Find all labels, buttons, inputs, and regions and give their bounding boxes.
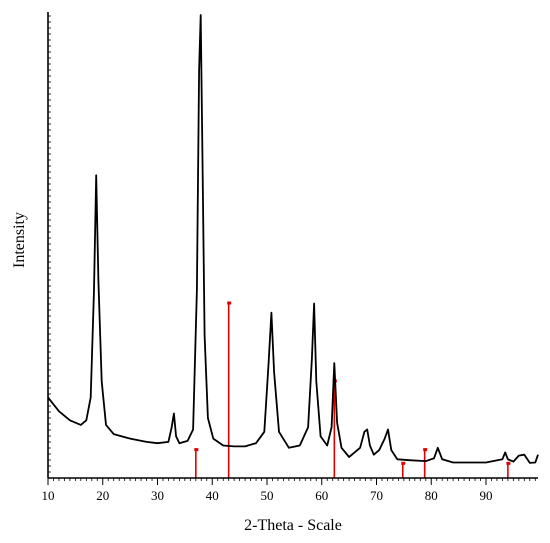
y-axis-title: Intensity xyxy=(11,212,28,268)
reference-peak-marker xyxy=(227,301,232,305)
x-tick-label: 80 xyxy=(425,488,438,503)
x-axis-title: 2-Theta - Scale xyxy=(244,517,342,534)
x-axis-ticks: 10 20 30 40 50 60 70 80 90 xyxy=(42,15,536,503)
reference-peak-marker xyxy=(401,461,406,465)
x-tick-label: 30 xyxy=(151,488,164,503)
reference-peaks xyxy=(194,301,511,478)
x-tick-label: 10 xyxy=(42,488,55,503)
x-tick-label: 60 xyxy=(315,488,328,503)
reference-peak-marker xyxy=(506,461,511,465)
axes xyxy=(47,12,538,479)
reference-peak-marker xyxy=(194,448,199,452)
series-line xyxy=(47,14,539,464)
x-tick-label: 50 xyxy=(260,488,273,503)
x-tick-label: 40 xyxy=(206,488,219,503)
x-tick-label: 90 xyxy=(479,488,492,503)
x-tick-label: 70 xyxy=(370,488,383,503)
diffraction-pattern xyxy=(47,14,539,464)
x-tick-label: 20 xyxy=(96,488,109,503)
reference-peak-marker xyxy=(423,448,428,452)
